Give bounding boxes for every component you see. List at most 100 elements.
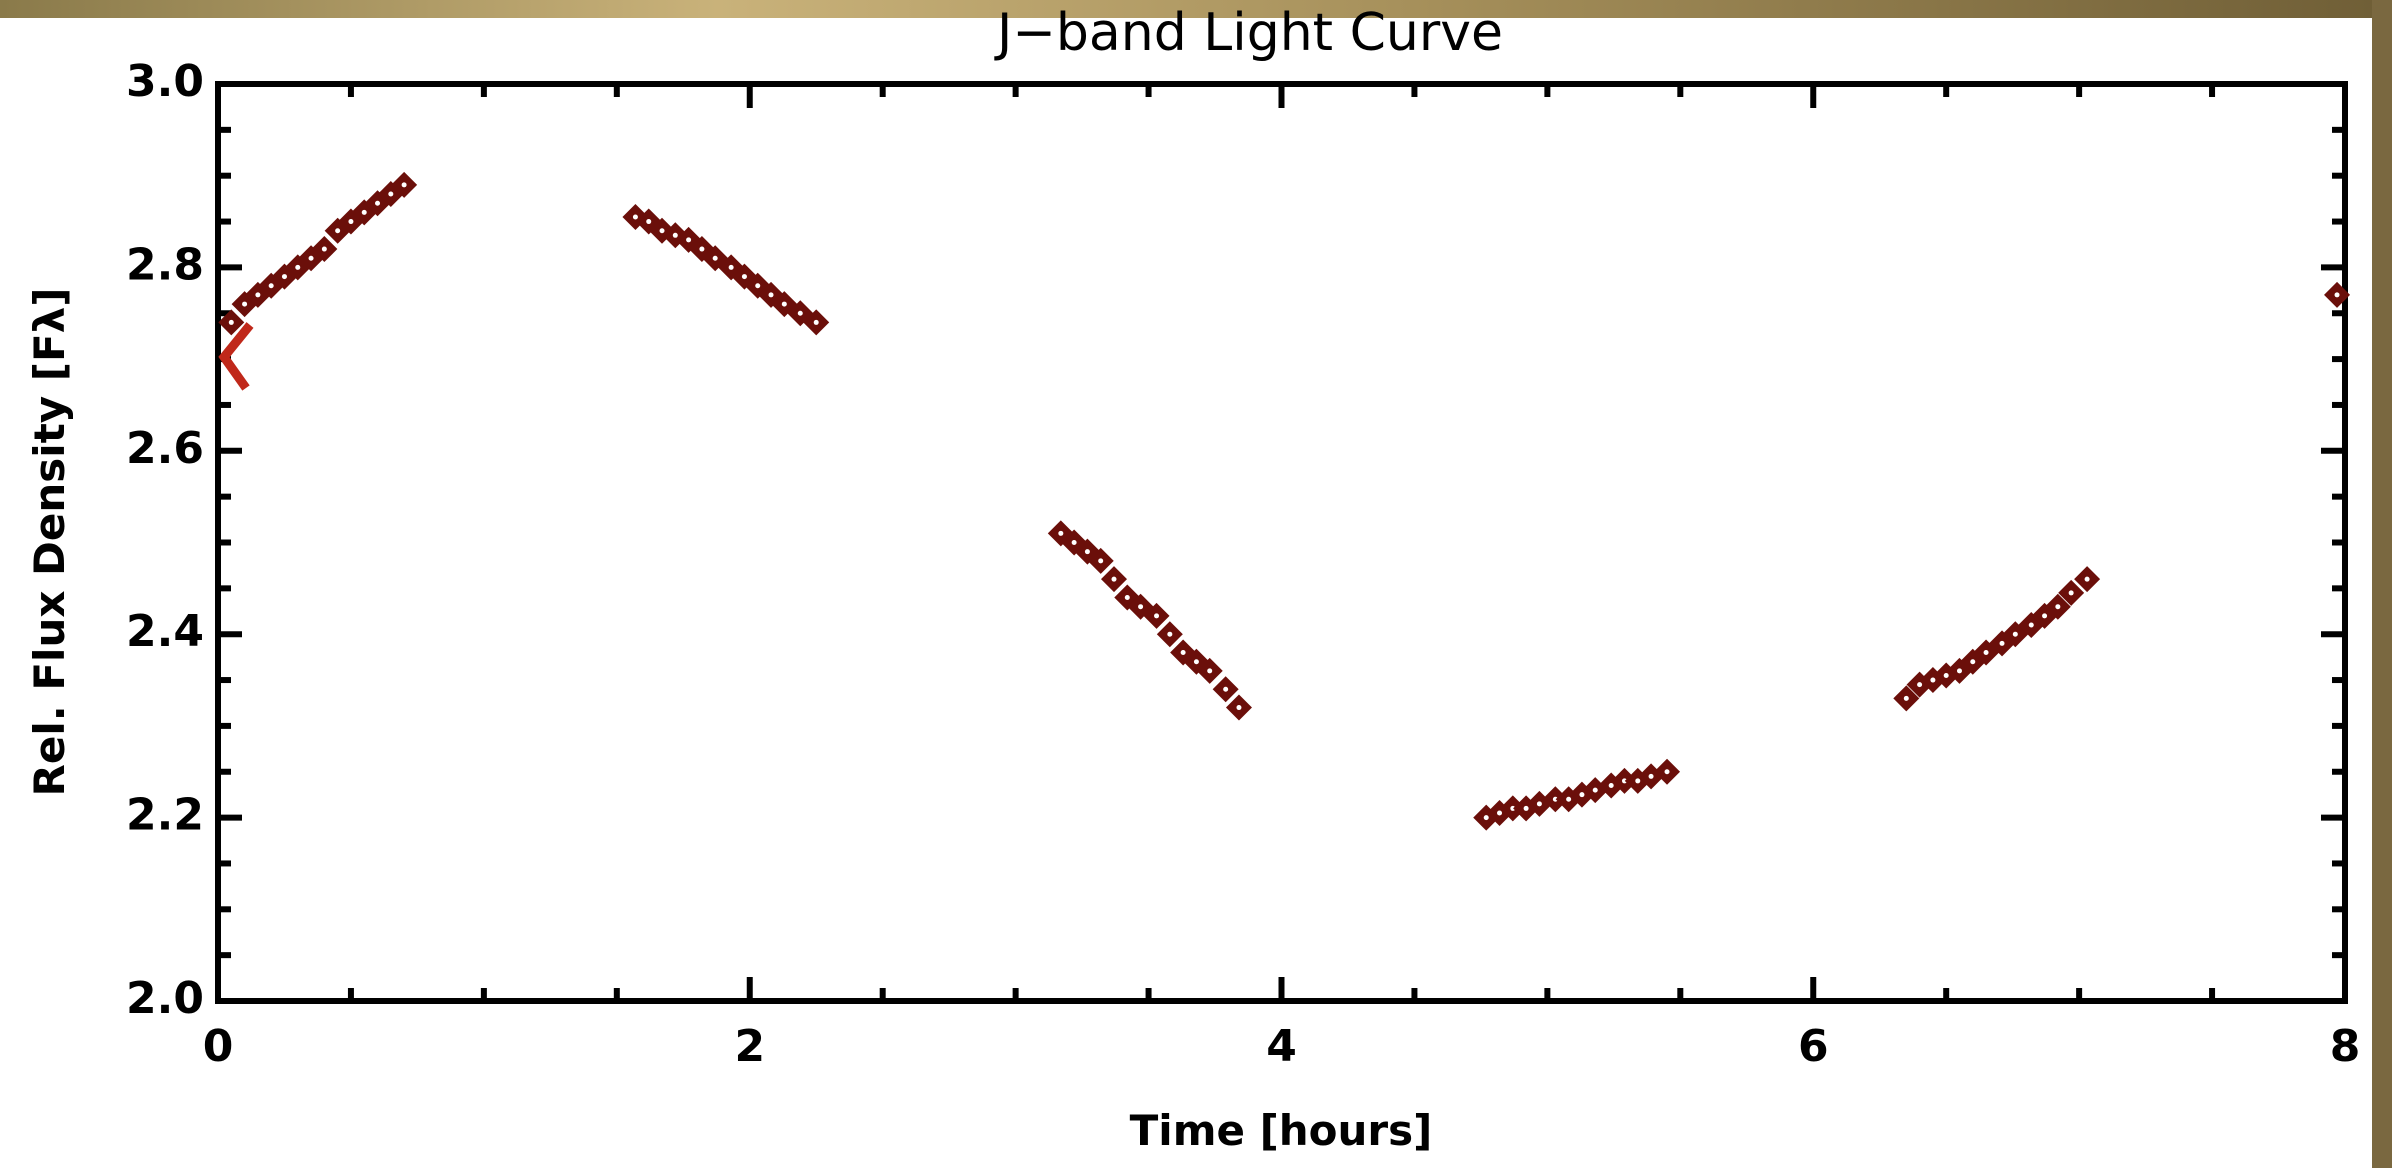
data-point bbox=[2324, 281, 2351, 308]
y-axis-title: Rel. Flux Density [Fλ] bbox=[25, 288, 74, 797]
x-tick-label: 0 bbox=[203, 1021, 234, 1072]
marker-center bbox=[686, 237, 692, 243]
marker-center bbox=[2334, 292, 2340, 298]
marker-center bbox=[646, 219, 652, 225]
background-edge bbox=[2372, 0, 2392, 1168]
marker-center bbox=[1084, 549, 1090, 555]
marker-center bbox=[1664, 769, 1670, 775]
marker-center bbox=[1483, 815, 1489, 821]
x-axis-title: Time [hours] bbox=[1130, 1106, 1433, 1155]
marker-center bbox=[1510, 805, 1516, 811]
y-tick-label: 2.0 bbox=[126, 973, 204, 1024]
data-point bbox=[2074, 566, 2101, 593]
marker-center bbox=[2068, 590, 2074, 596]
marker-center bbox=[1223, 686, 1229, 692]
data-point bbox=[2044, 593, 2071, 620]
data-point bbox=[391, 171, 418, 198]
x-tick-label: 2 bbox=[734, 1021, 765, 1072]
marker-center bbox=[1903, 695, 1909, 701]
marker-center bbox=[1930, 677, 1936, 683]
marker-center bbox=[2042, 613, 2048, 619]
marker-center bbox=[741, 274, 747, 280]
marker-center bbox=[1207, 668, 1213, 674]
marker-center bbox=[813, 319, 819, 325]
marker-center bbox=[308, 255, 314, 261]
data-point bbox=[1225, 694, 1252, 721]
marker-center bbox=[242, 301, 248, 307]
marker-center bbox=[728, 264, 734, 270]
y-tick-label: 2.2 bbox=[126, 790, 204, 841]
marker-center bbox=[781, 301, 787, 307]
marker-center bbox=[361, 209, 367, 215]
x-tick-label: 6 bbox=[1798, 1021, 1829, 1072]
data-point bbox=[1654, 758, 1681, 785]
data-point bbox=[1542, 786, 1569, 813]
marker-center bbox=[255, 292, 261, 298]
data-point bbox=[1143, 602, 1170, 629]
marker-center bbox=[388, 191, 394, 197]
data-point bbox=[1087, 547, 1114, 574]
data-point bbox=[803, 309, 830, 336]
marker-center bbox=[1154, 613, 1160, 619]
plot-area: 0 2 4 6 8 2.0 2.2 2.4 2.6 2.8 3.0 bbox=[126, 56, 2360, 1072]
marker-center bbox=[755, 283, 761, 289]
data-point bbox=[2058, 579, 2085, 606]
marker-center bbox=[712, 255, 718, 261]
marker-center bbox=[768, 292, 774, 298]
marker-center bbox=[268, 283, 274, 289]
data-point bbox=[298, 245, 325, 272]
data-point bbox=[218, 309, 245, 336]
marker-center bbox=[2012, 631, 2018, 637]
plot-frame bbox=[215, 81, 2348, 1004]
marker-center bbox=[2084, 576, 2090, 582]
marker-center bbox=[672, 232, 678, 238]
marker-center bbox=[1523, 805, 1529, 811]
marker-center bbox=[1497, 810, 1503, 816]
marker-center bbox=[335, 228, 341, 234]
marker-center bbox=[281, 274, 287, 280]
marker-center bbox=[401, 182, 407, 188]
marker-center bbox=[1193, 659, 1199, 665]
marker-center bbox=[1536, 801, 1542, 807]
marker-center bbox=[1058, 530, 1064, 536]
y-tick-label: 3.0 bbox=[126, 56, 204, 107]
marker-center bbox=[632, 214, 638, 220]
marker-center bbox=[1124, 595, 1130, 601]
x-tick-label: 4 bbox=[1266, 1021, 1297, 1072]
marker-center bbox=[1970, 659, 1976, 665]
marker-center bbox=[1592, 787, 1598, 793]
marker-center bbox=[2055, 604, 2061, 610]
marker-center bbox=[1167, 631, 1173, 637]
marker-center bbox=[1635, 778, 1641, 784]
marker-center bbox=[1579, 792, 1585, 798]
y-tick-label: 2.4 bbox=[126, 606, 204, 657]
marker-center bbox=[1071, 540, 1077, 545]
data-point bbox=[1156, 621, 1183, 648]
background-strip bbox=[0, 0, 2392, 18]
marker-center bbox=[321, 246, 327, 252]
marker-center bbox=[1098, 558, 1104, 564]
marker-arrow bbox=[218, 322, 254, 391]
marker-center bbox=[2028, 622, 2034, 628]
data-point bbox=[1611, 767, 1638, 794]
marker-center bbox=[1956, 668, 1962, 674]
data-point bbox=[1100, 566, 1127, 593]
data-point bbox=[1196, 657, 1223, 684]
marker-center bbox=[1111, 576, 1117, 582]
marker-center bbox=[1180, 650, 1186, 656]
marker-center bbox=[1138, 604, 1144, 610]
x-tick-label: 8 bbox=[2330, 1021, 2361, 1072]
marker-center bbox=[1983, 650, 1989, 656]
marker-center bbox=[1999, 640, 2005, 646]
marker-center bbox=[1648, 773, 1654, 779]
marker-center bbox=[1566, 796, 1572, 802]
marker-center bbox=[1621, 778, 1627, 784]
y-tick-label: 2.6 bbox=[126, 423, 204, 474]
y-tick-label: 2.8 bbox=[126, 239, 204, 290]
data-point bbox=[311, 236, 338, 263]
marker-center bbox=[375, 200, 381, 206]
marker-center bbox=[659, 228, 665, 234]
data-point bbox=[1893, 685, 1920, 712]
